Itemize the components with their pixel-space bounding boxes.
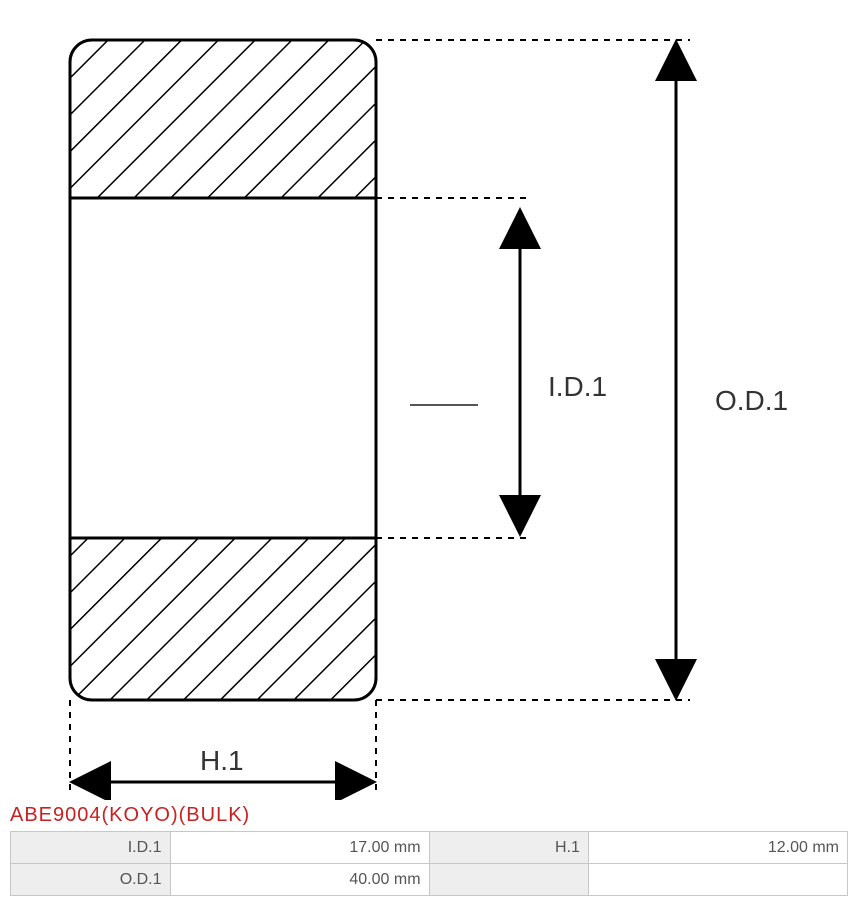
spec-label: I.D.1 xyxy=(11,832,171,864)
od-label: O.D.1 xyxy=(715,385,788,416)
diagram-container: O.D.1 I.D.1 H.1 xyxy=(0,0,848,800)
id-label: I.D.1 xyxy=(548,371,607,402)
h-label: H.1 xyxy=(200,745,244,776)
spec-label: O.D.1 xyxy=(11,864,171,896)
table-row: O.D.1 40.00 mm xyxy=(11,864,848,896)
spec-label xyxy=(429,864,588,896)
spec-value: 12.00 mm xyxy=(588,832,847,864)
spec-table: I.D.1 17.00 mm H.1 12.00 mm O.D.1 40.00 … xyxy=(10,831,848,896)
hatch-bottom xyxy=(70,538,376,700)
spec-value: 17.00 mm xyxy=(170,832,429,864)
spec-label: H.1 xyxy=(429,832,588,864)
bearing-cross-section-svg: O.D.1 I.D.1 H.1 xyxy=(0,0,848,800)
spec-value xyxy=(588,864,847,896)
table-row: I.D.1 17.00 mm H.1 12.00 mm xyxy=(11,832,848,864)
hatch-top xyxy=(70,40,376,198)
product-title: ABE9004(KOYO)(BULK) xyxy=(0,800,848,831)
spec-value: 40.00 mm xyxy=(170,864,429,896)
page-root: O.D.1 I.D.1 H.1 ABE9004(KOYO)(BULK) I.D.… xyxy=(0,0,848,896)
